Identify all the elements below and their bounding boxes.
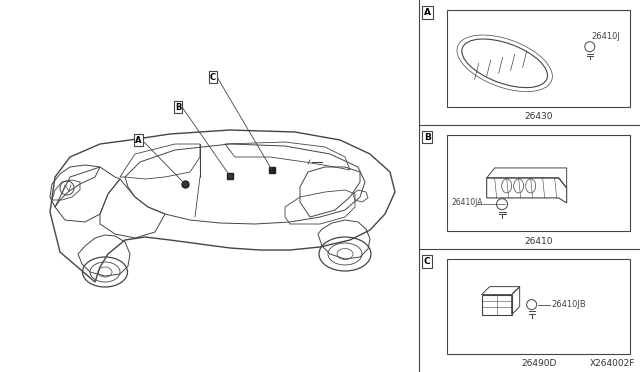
Text: X264002F: X264002F — [589, 359, 635, 368]
Bar — [447, 259, 630, 354]
Text: 26410JA: 26410JA — [451, 198, 483, 207]
Text: 26430: 26430 — [524, 112, 553, 121]
Text: B: B — [175, 103, 181, 112]
Text: C: C — [424, 257, 431, 266]
Text: 26410J: 26410J — [592, 32, 621, 41]
Text: A: A — [424, 8, 431, 17]
Text: 26410: 26410 — [524, 237, 553, 246]
Text: B: B — [424, 133, 431, 142]
Text: 26410JB: 26410JB — [552, 300, 586, 309]
Text: 26490D: 26490D — [521, 359, 556, 369]
Bar — [447, 135, 630, 231]
Text: A: A — [135, 135, 141, 144]
Bar — [447, 10, 630, 107]
Text: C: C — [210, 73, 216, 81]
